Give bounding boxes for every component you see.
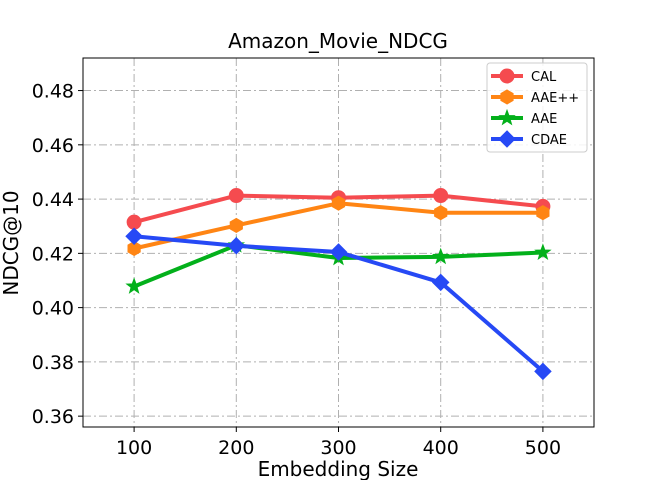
legend-item: AAE [491, 108, 557, 127]
legend-label: AAE [531, 112, 557, 127]
series-layer [125, 188, 552, 381]
data-point [329, 243, 348, 261]
data-point [229, 217, 243, 233]
y-tick-label: 0.36 [32, 406, 74, 428]
legend-marker [498, 108, 516, 126]
legend-label: CAL [531, 70, 557, 85]
data-point [433, 188, 449, 204]
data-point [432, 247, 450, 265]
data-point [434, 205, 448, 221]
x-tick-label: 100 [116, 437, 152, 459]
legend-label: AAE++ [531, 91, 579, 106]
data-point [536, 205, 550, 221]
axis-ticks: 100 200 300 400 500 0.36 0.38 0.40 0.42 0.44 0.46 0… [32, 81, 561, 459]
data-point [228, 188, 244, 204]
series-cdae [125, 227, 552, 381]
y-tick-label: 0.40 [32, 298, 74, 320]
data-point [125, 227, 143, 246]
legend-box [486, 62, 588, 153]
data-point [331, 195, 346, 211]
data-point [431, 273, 450, 292]
x-tick-label: 400 [423, 437, 459, 459]
legend-item: CDAE [491, 130, 567, 148]
data-point [227, 236, 246, 255]
y-axis-title: NDCG@10 [0, 190, 23, 295]
legend-item: AAE++ [491, 89, 579, 106]
x-axis-title: Embedding Size [258, 457, 419, 480]
legend-label: CDAE [531, 133, 567, 148]
legend-marker [499, 68, 515, 84]
y-tick-label: 0.44 [32, 189, 74, 211]
y-tick-label: 0.46 [32, 135, 74, 157]
x-tick-label: 200 [218, 437, 254, 459]
data-point [534, 243, 552, 260]
x-tick-label: 500 [525, 437, 561, 459]
x-tick-label: 300 [320, 437, 356, 459]
series-aaeplusplus [127, 195, 550, 257]
grid [83, 58, 594, 427]
data-point [534, 362, 552, 381]
y-tick-label: 0.38 [32, 352, 74, 374]
y-tick-label: 0.48 [32, 81, 74, 103]
chart-title: Amazon_Movie_NDCG [228, 29, 448, 53]
legend: CAL AAE++ AAE CDAE [486, 62, 588, 153]
data-point [126, 214, 142, 230]
data-point [125, 277, 143, 294]
legend-item: CAL [491, 68, 557, 85]
legend-marker [498, 130, 516, 148]
y-tick-label: 0.42 [32, 243, 74, 265]
legend-marker [500, 89, 514, 105]
